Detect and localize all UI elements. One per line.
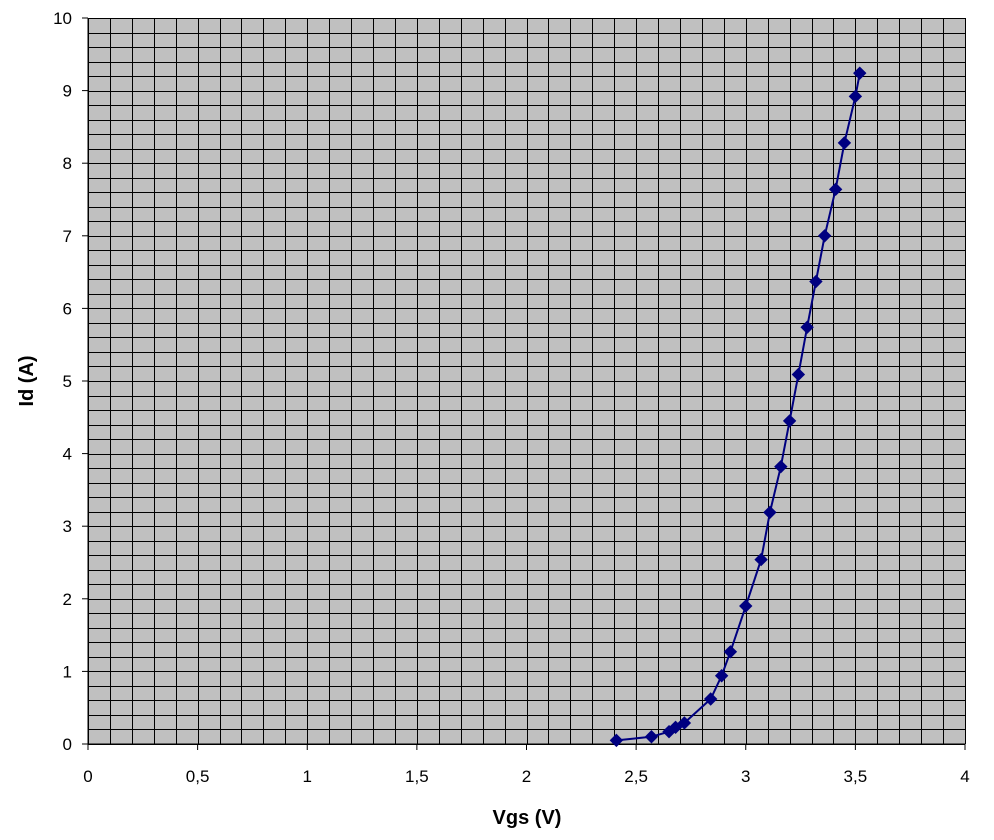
y-tick-label: 4 (63, 445, 72, 464)
y-tick-label: 10 (53, 9, 72, 28)
data-point-marker (739, 599, 753, 613)
y-tick-label: 3 (63, 517, 72, 536)
data-point-marker (723, 645, 738, 659)
data-series (609, 66, 867, 748)
data-point-marker (609, 733, 624, 748)
y-tick-label: 6 (63, 299, 72, 318)
axes (82, 17, 966, 750)
data-point-marker (774, 459, 788, 474)
data-point-marker (782, 414, 797, 428)
data-point-marker (754, 552, 768, 567)
tick-labels: 0 0,5 1 1,5 2 2,5 3 3,5 4 0 1 2 3 4 5 6 7 8 9 10 (53, 9, 970, 786)
y-tick-label: 7 (63, 227, 72, 246)
data-point-marker (763, 505, 777, 520)
x-tick-label: 1 (303, 767, 312, 786)
data-point-marker (848, 89, 863, 104)
data-point-marker (817, 229, 832, 243)
y-tick-label: 2 (63, 590, 72, 609)
y-axis-title: Id (A) (16, 355, 38, 406)
y-tick-label: 5 (63, 372, 72, 391)
data-point-marker (800, 320, 814, 334)
data-point-marker (703, 692, 718, 706)
x-tick-label: 4 (960, 767, 969, 786)
y-tick-label: 1 (63, 662, 72, 681)
data-point-marker (714, 669, 729, 683)
y-tick-label: 0 (63, 735, 72, 754)
x-tick-label: 3,5 (844, 767, 868, 786)
x-tick-label: 0 (83, 767, 92, 786)
data-point-marker (809, 274, 823, 289)
data-point-marker (644, 730, 659, 744)
data-point-marker (791, 367, 806, 382)
data-point-marker (853, 66, 867, 80)
x-tick-label: 1,5 (405, 767, 429, 786)
data-point-marker (828, 182, 843, 197)
y-tick-label: 9 (63, 82, 72, 101)
x-tick-label: 0,5 (186, 767, 210, 786)
data-point-marker (668, 720, 683, 735)
data-point-marker (837, 136, 852, 150)
x-tick-label: 3 (741, 767, 750, 786)
gridlines (88, 18, 966, 745)
y-tick-label: 8 (63, 154, 72, 173)
x-tick-label: 2,5 (624, 767, 648, 786)
x-tick-label: 2 (522, 767, 531, 786)
x-axis-title: Vgs (V) (493, 807, 562, 829)
data-point-marker (677, 716, 692, 730)
